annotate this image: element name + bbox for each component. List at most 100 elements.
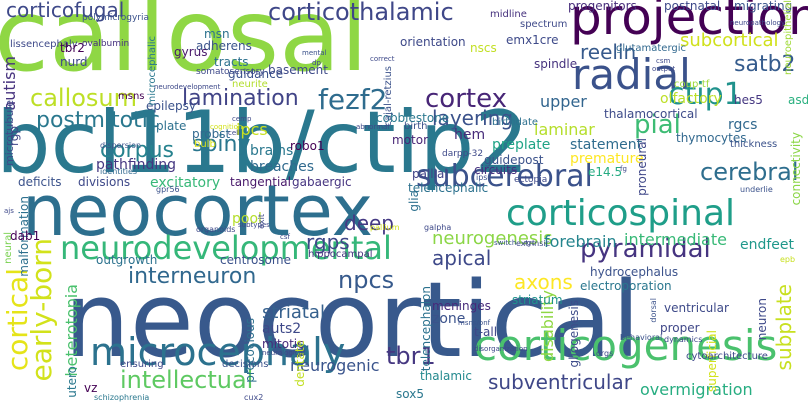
word-spindle: spindle [534, 57, 578, 71]
word-postnatal: postnatal [664, 0, 721, 13]
word-tracts: tracts [214, 55, 249, 69]
word-corticogenesis: corticogenesis [474, 321, 778, 370]
word-csm: csm [656, 57, 671, 65]
word-spectrum: spectrum [520, 19, 568, 30]
word-telencephalon: telencephalon [419, 286, 433, 372]
word-proneural: proneural [635, 138, 649, 196]
word-callosal: callosal [0, 0, 369, 94]
word-output: output [652, 65, 676, 73]
word-glia: glia [407, 190, 421, 212]
word-interneuron: interneuron [128, 264, 257, 289]
word-lissencephaly: lissencephaly [10, 39, 78, 50]
word-robo1: robo1 [290, 139, 325, 153]
word-axons: axons [514, 270, 573, 294]
word-fg: fg [620, 165, 627, 173]
word-intellectual: intellectual [120, 366, 254, 394]
word-premature: premature [570, 151, 644, 167]
word-proper: proper [660, 321, 700, 335]
word-cajal-retzius: cajal-retzius [383, 66, 394, 127]
word-vz: vz [84, 381, 98, 395]
word-neurite: neurite [232, 79, 268, 90]
word-npcs: npcs [338, 266, 395, 294]
word-neurodevelopmental: neurodevelopmental [60, 229, 392, 267]
word-darpp-32: darpp-32 [442, 149, 484, 159]
word-outgrowth: outgrowth [96, 253, 158, 267]
word-plate: plate [156, 119, 187, 133]
word-spiny: spiny [192, 132, 251, 157]
word-pial: pial [634, 110, 681, 140]
word-midline: midline [490, 9, 527, 20]
word-hes5: hes5 [734, 93, 763, 107]
word-subventricular: subventricular [488, 370, 632, 394]
word-cerebral: cerebral [700, 158, 799, 186]
word-disorganization: disorganization [474, 345, 528, 353]
word-thalamocortical: thalamocortical [604, 107, 698, 121]
word-olfactory: olfactory [660, 91, 722, 107]
word-birthdate: birthdate [492, 117, 539, 128]
word-rgc: rgc [524, 239, 536, 247]
word-preplate: preplate [492, 137, 551, 153]
word-tbr1: tbr1 [386, 342, 436, 370]
word-guidepost: guidepost [484, 153, 544, 167]
word-dentate: dentate [293, 340, 307, 387]
word-dorsal: dorsal [649, 298, 658, 323]
word-centrosome: centrosome [220, 253, 291, 267]
word-precocious: precocious [243, 318, 257, 383]
word-dp: dp [312, 59, 321, 67]
word-subtypes: subtypes [238, 221, 270, 229]
word-corticofugal: corticofugal [6, 0, 125, 22]
word-hippocampal: hippocampal [308, 249, 373, 260]
word-nscs: nscs [470, 41, 497, 55]
word-forebrain: forebrain [544, 232, 617, 251]
word-subcortical: subcortical [680, 30, 779, 51]
word-asd: asd [788, 93, 808, 107]
word-gyrus: gyrus [174, 45, 208, 59]
word-basement: basement [268, 63, 328, 77]
word-glutamatergic: glutamatergic [616, 43, 687, 54]
word-fezf2: fezf2 [318, 83, 388, 116]
word-callosum: callosum [30, 84, 138, 112]
word-microcephaly: microcephaly [90, 330, 346, 374]
word-hem: hem [454, 127, 486, 143]
word-decisions: decisions [222, 359, 269, 370]
word-radial: radial [572, 50, 691, 99]
word-progenitors: progenitors [568, 0, 637, 13]
word-gliogenesis: gliogenesis [567, 300, 581, 368]
word-pallium: pallium [370, 223, 400, 232]
word-microtubule: microtubule [3, 100, 16, 166]
word-neuron: neuron [755, 298, 769, 341]
word-neocortex: neocortex [22, 170, 374, 252]
word-deficits: deficits [18, 175, 62, 189]
word-schizophrenia: schizophrenia [94, 393, 150, 402]
word-ctip1: ctip1 [668, 77, 743, 112]
word-behavioral: behavioral [620, 333, 663, 342]
word-guidance: guidance [228, 67, 284, 81]
word-neurogenic: neurogenic [290, 356, 380, 375]
word-circuits: circuits [474, 163, 518, 177]
word-dab1: dab1 [10, 229, 41, 243]
word-ajs: ajs [4, 207, 14, 215]
word-pyramidal: pyramidal [580, 234, 711, 264]
word-tbr2: tbr2 [60, 41, 85, 55]
word-divisions: divisions [78, 175, 131, 189]
word-reelin: reelin [580, 40, 637, 64]
word-cemp: cemp [232, 115, 252, 123]
word-orgs: orgs [596, 349, 614, 358]
word-somatosensory: somatosensory [196, 67, 265, 77]
word-adherens: adherens [196, 39, 252, 53]
word-cortex: cortex [425, 84, 508, 114]
word-thymocytes: thymocytes [676, 131, 747, 145]
word-ipcs: ipcs [236, 120, 268, 139]
word-postmitotic: postmitotic [36, 108, 160, 133]
word-migrating: migrating [734, 0, 793, 13]
word-correct: correct [370, 55, 395, 63]
word-lamination: lamination [182, 86, 299, 111]
word-dispersion: dispersion [100, 141, 142, 150]
word-neocortical: neocortical [64, 259, 641, 381]
word-neurodevelopment: neurodevelopment [154, 83, 221, 91]
word-subplate: subplate [772, 284, 796, 371]
word-corpus: corpus [100, 138, 174, 163]
word-nurd: nurd [60, 55, 88, 69]
word-galpha: galpha [424, 223, 452, 232]
